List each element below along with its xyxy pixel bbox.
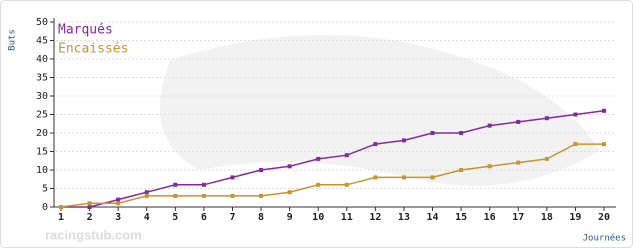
x-tick-label: 11 — [341, 212, 353, 223]
legend-label: Encaissés — [58, 42, 128, 57]
point-marker — [516, 120, 520, 124]
point-marker — [259, 194, 263, 198]
point-marker — [516, 161, 520, 165]
point-marker — [488, 124, 492, 128]
point-marker — [173, 183, 177, 187]
point-marker — [573, 113, 577, 117]
x-tick-label: 7 — [229, 212, 235, 223]
y-tick-label: 10 — [36, 165, 48, 176]
point-marker — [602, 109, 606, 113]
point-marker — [230, 194, 234, 198]
point-marker — [116, 198, 120, 202]
x-tick-label: 4 — [144, 212, 150, 223]
point-marker — [602, 142, 606, 146]
point-marker — [573, 142, 577, 146]
x-tick-label: 16 — [484, 212, 496, 223]
x-tick-label: 2 — [87, 212, 93, 223]
point-marker — [459, 131, 463, 135]
y-axis-title: Buts — [8, 29, 18, 51]
y-tick-label: 25 — [36, 110, 48, 121]
x-tick-label: 15 — [455, 212, 467, 223]
y-tick-label: 0 — [42, 202, 48, 213]
point-marker — [488, 164, 492, 168]
x-tick-label: 17 — [512, 212, 524, 223]
point-marker — [431, 131, 435, 135]
y-tick-label: 35 — [36, 73, 48, 84]
point-marker — [545, 116, 549, 120]
point-marker — [431, 175, 435, 179]
y-tick-label: 20 — [36, 128, 48, 139]
x-tick-label: 14 — [427, 212, 439, 223]
x-tick-label: 8 — [258, 212, 264, 223]
y-tick-label: 5 — [42, 184, 48, 195]
x-tick-label: 9 — [287, 212, 293, 223]
point-marker — [259, 168, 263, 172]
point-marker — [545, 157, 549, 161]
y-tick-label: 45 — [36, 36, 48, 47]
point-marker — [316, 183, 320, 187]
point-marker — [288, 164, 292, 168]
y-tick-label: 50 — [36, 17, 48, 28]
x-tick-label: 5 — [172, 212, 178, 223]
point-marker — [345, 153, 349, 157]
x-tick-label: 18 — [541, 212, 553, 223]
point-marker — [402, 138, 406, 142]
point-marker — [230, 175, 234, 179]
point-marker — [345, 183, 349, 187]
point-marker — [145, 190, 149, 194]
x-tick-label: 12 — [369, 212, 381, 223]
point-marker — [373, 175, 377, 179]
point-marker — [459, 168, 463, 172]
point-marker — [173, 194, 177, 198]
y-tick-label: 30 — [36, 91, 48, 102]
point-marker — [402, 175, 406, 179]
x-tick-label: 13 — [398, 212, 410, 223]
point-marker — [88, 205, 92, 209]
point-marker — [116, 201, 120, 205]
x-tick-label: 3 — [115, 212, 121, 223]
y-tick-label: 15 — [36, 147, 48, 158]
point-marker — [145, 194, 149, 198]
point-marker — [88, 201, 92, 205]
legend-label: Marqués — [58, 23, 113, 38]
point-marker — [202, 183, 206, 187]
y-tick-label: 40 — [36, 54, 48, 65]
x-tick-label: 10 — [312, 212, 324, 223]
point-marker — [373, 142, 377, 146]
x-axis-title: Journées — [583, 233, 626, 244]
x-tick-label: 20 — [598, 212, 610, 223]
x-tick-label: 19 — [569, 212, 581, 223]
x-tick-label: 1 — [58, 212, 64, 223]
chart: Buts Journées racingstub.com 05101520253… — [0, 0, 633, 248]
point-marker — [202, 194, 206, 198]
watermark-text: racingstub.com — [45, 227, 142, 242]
point-marker — [316, 157, 320, 161]
point-marker — [59, 205, 63, 209]
point-marker — [288, 190, 292, 194]
x-tick-label: 6 — [201, 212, 207, 223]
